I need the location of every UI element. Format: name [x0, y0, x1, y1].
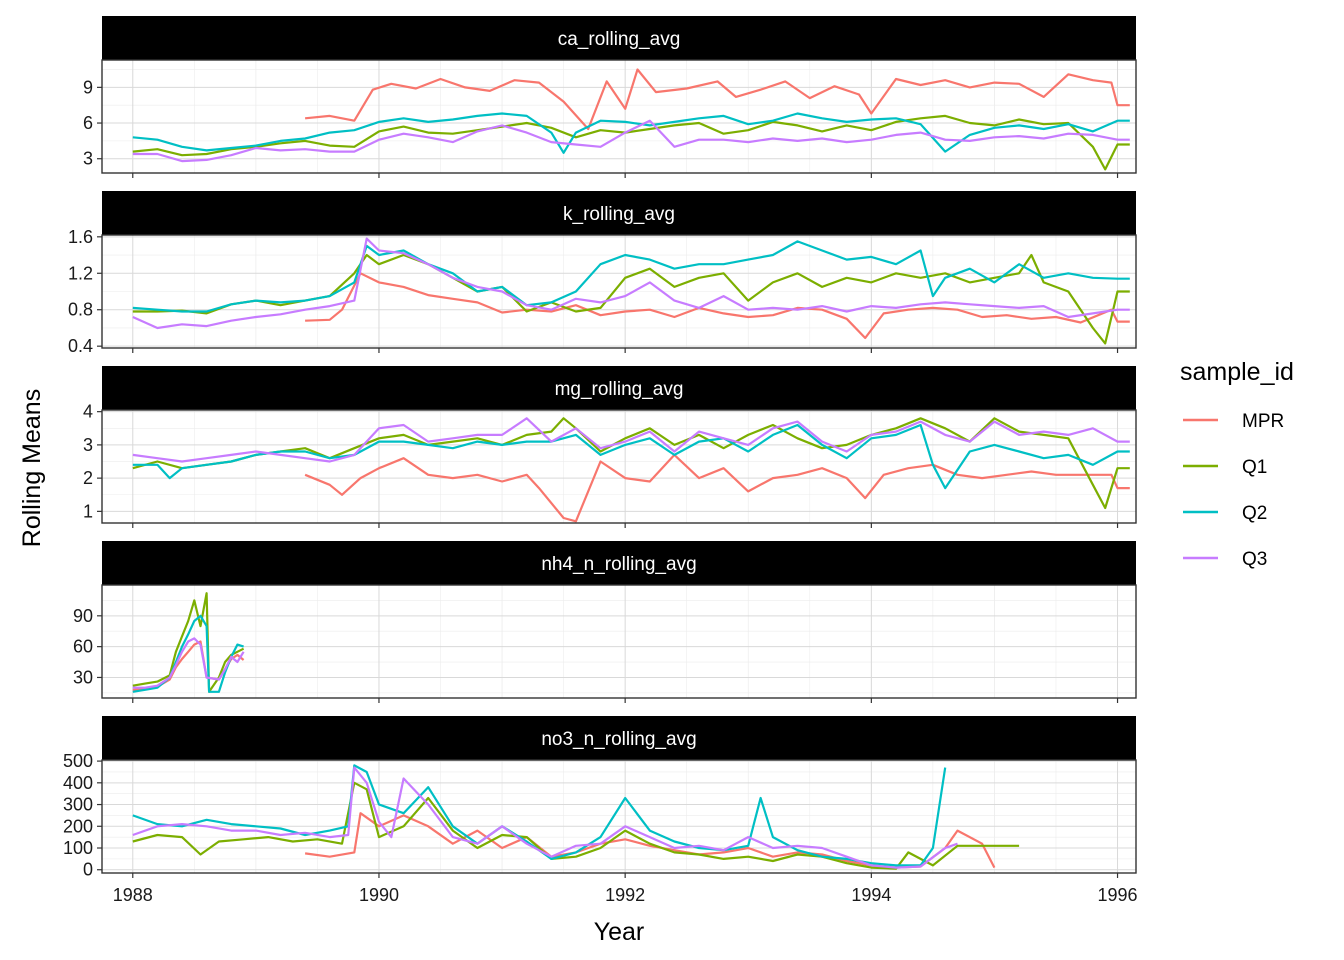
- legend-label-q3: Q3: [1242, 549, 1267, 570]
- facet-strip: [102, 191, 1136, 235]
- legend: sample_id MPR Q1 Q2 Q3: [1180, 358, 1294, 570]
- facet-strip: [102, 16, 1136, 60]
- panel-background: [102, 760, 1136, 873]
- y-tick-label: 100: [63, 838, 93, 858]
- y-tick-label: 500: [63, 751, 93, 771]
- facet-panel-ca_rolling_avg: ca_rolling_avg 3 6 9: [83, 16, 1137, 178]
- y-tick-label: 6: [83, 113, 93, 133]
- series-line-q2: [132, 423, 1130, 490]
- panel-background: [102, 60, 1136, 173]
- series-line-q1: [132, 592, 245, 693]
- panel-border: [101, 234, 1137, 349]
- series-line-q2: [132, 240, 1130, 313]
- y-tick-label: 0.4: [68, 336, 93, 356]
- facet-panel-mg_rolling_avg: mg_rolling_avg 1 2 3 4: [83, 366, 1137, 528]
- y-tick-label: 1.2: [68, 263, 93, 283]
- legend-label-q1: Q1: [1242, 457, 1267, 478]
- y-tick-label: 1.6: [68, 227, 93, 247]
- y-tick-label: 2: [83, 468, 93, 488]
- panel-background: [102, 410, 1136, 523]
- facet-strip-label: ca_rolling_avg: [558, 29, 681, 50]
- x-tick-label: 1994: [851, 885, 891, 905]
- x-tick-label: 1988: [113, 885, 153, 905]
- legend-label-q2: Q2: [1242, 503, 1267, 524]
- panel-background: [102, 585, 1136, 698]
- panel-border: [101, 759, 1137, 874]
- series-line-q3: [132, 417, 1130, 463]
- facet-panel-k_rolling_avg: k_rolling_avg 0.4 0.8 1.2 1.6: [68, 191, 1137, 356]
- y-tick-label: 300: [63, 795, 93, 815]
- facet-strip: [102, 541, 1136, 585]
- series-line-q3: [132, 766, 958, 869]
- panel-border: [101, 409, 1137, 524]
- y-tick-label: 4: [83, 402, 93, 422]
- panel-border: [101, 584, 1137, 699]
- series-line-q1: [132, 781, 1020, 870]
- x-axis: 1988 1990 1992 1994 1996: [113, 885, 1138, 905]
- x-axis-title: Year: [594, 918, 645, 946]
- series-line-mpr: [304, 453, 1130, 523]
- facet-strip-label: nh4_n_rolling_avg: [541, 554, 696, 575]
- facet-strip-label: no3_n_rolling_avg: [541, 729, 696, 750]
- panel-border: [101, 59, 1137, 174]
- series-line-mpr: [305, 272, 1130, 340]
- y-tick-label: 400: [63, 773, 93, 793]
- y-tick-label: 3: [83, 149, 93, 169]
- y-tick-label: 3: [83, 435, 93, 455]
- y-tick-label: 1: [83, 501, 93, 521]
- series-line-q3: [132, 237, 1130, 330]
- facet-panel-nh4_n_rolling_avg: nh4_n_rolling_avg 30 60 90: [73, 541, 1137, 703]
- legend-title: sample_id: [1180, 358, 1294, 386]
- facet-strip-label: k_rolling_avg: [563, 204, 675, 225]
- series-line-q1: [132, 114, 1130, 171]
- x-tick-label: 1996: [1098, 885, 1138, 905]
- y-tick-label: 90: [73, 606, 93, 626]
- series-line-q1: [132, 417, 1130, 510]
- series-line-mpr: [304, 68, 1130, 131]
- x-tick-label: 1992: [605, 885, 645, 905]
- x-tick-label: 1990: [359, 885, 399, 905]
- y-tick-label: 200: [63, 816, 93, 836]
- facet-panels: ca_rolling_avg 3 6 9 k_rolling_avg 0.4 0.8 1.2 1…: [63, 16, 1137, 880]
- series-line-q3: [132, 119, 1130, 163]
- y-tick-label: 0.8: [68, 300, 93, 320]
- facet-strip: [102, 716, 1136, 760]
- y-axis-title: Rolling Means: [18, 389, 46, 547]
- y-tick-label: 30: [73, 667, 93, 687]
- y-tick-label: 60: [73, 637, 93, 657]
- y-tick-label: 0: [83, 860, 93, 880]
- legend-label-mpr: MPR: [1242, 411, 1284, 432]
- series-line-q2: [132, 112, 1130, 154]
- facet-strip-label: mg_rolling_avg: [555, 379, 684, 400]
- y-tick-label: 9: [83, 77, 93, 97]
- facet-strip: [102, 366, 1136, 410]
- series-line-q3: [132, 637, 245, 689]
